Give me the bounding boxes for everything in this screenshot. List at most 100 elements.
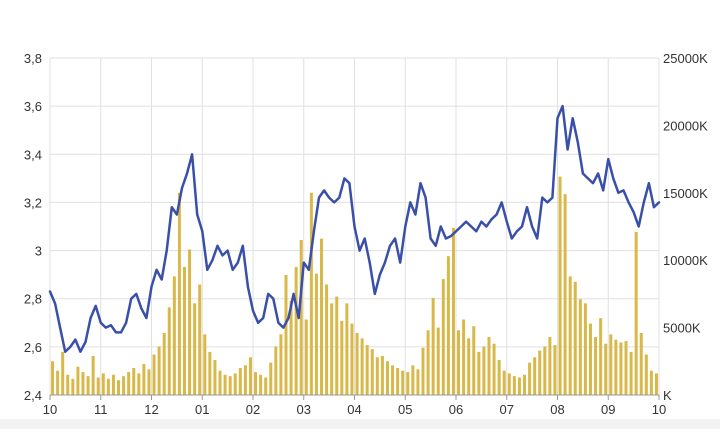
volume-bar	[568, 276, 572, 395]
volume-bar	[360, 338, 364, 395]
volume-bar	[391, 365, 395, 395]
volume-bar	[259, 374, 263, 395]
left-tick-label: 3,8	[24, 51, 42, 66]
right-tick-label: 25000K	[663, 51, 708, 66]
volume-bar	[457, 330, 461, 395]
right-tick-label: K	[663, 388, 672, 403]
volume-bar	[487, 337, 491, 395]
volume-bar	[426, 330, 430, 395]
volume-bar	[599, 318, 603, 395]
volume-bar	[152, 354, 156, 395]
x-tick-label: 07	[500, 402, 514, 417]
x-tick-label: 12	[144, 402, 158, 417]
volume-bar	[365, 345, 369, 395]
left-tick-label: 3,6	[24, 99, 42, 114]
volume-bar	[482, 346, 486, 395]
x-tick-label: 09	[601, 402, 615, 417]
volume-bar	[86, 376, 90, 395]
volume-bar	[208, 351, 212, 395]
volume-bar	[421, 347, 425, 395]
volume-bar	[254, 372, 258, 395]
volume-bar	[91, 355, 95, 395]
volume-bar	[203, 334, 207, 395]
volume-bar	[61, 351, 65, 395]
volume-bar	[533, 357, 537, 395]
volume-bar	[309, 192, 313, 395]
volume-bar	[137, 373, 141, 395]
volume-bar	[284, 275, 288, 395]
volume-bar	[609, 334, 613, 395]
left-tick-label: 2,6	[24, 340, 42, 355]
x-tick-label: 04	[347, 402, 361, 417]
volume-bar	[177, 192, 181, 395]
volume-bar	[355, 332, 359, 395]
volume-bar	[654, 373, 658, 395]
volume-bar	[248, 357, 252, 395]
x-tick-label: 03	[297, 402, 311, 417]
volume-bar	[106, 378, 110, 395]
volume-bar	[467, 338, 471, 395]
volume-bar	[472, 326, 476, 395]
volume-bar	[264, 377, 268, 395]
volume-bar	[380, 355, 384, 395]
volume-bar	[644, 354, 648, 395]
x-tick-label: 01	[195, 402, 209, 417]
volume-bar	[573, 281, 577, 395]
volume-bar	[142, 363, 146, 395]
volume-bar	[314, 273, 318, 395]
volume-bar	[213, 359, 217, 395]
volume-bar	[578, 299, 582, 395]
left-tick-label: 3	[35, 244, 42, 259]
volume-bar	[330, 303, 334, 395]
volume-bar	[441, 279, 445, 395]
x-tick-label: 02	[246, 402, 260, 417]
volume-bar	[320, 238, 324, 395]
bottom-scroll-strip	[0, 419, 720, 429]
volume-bar	[517, 377, 521, 395]
volume-bar	[304, 319, 308, 395]
volume-bar	[76, 366, 80, 395]
volume-bar	[431, 297, 435, 395]
volume-bar	[604, 343, 608, 395]
volume-bar	[588, 323, 592, 395]
volume-bar	[563, 194, 567, 395]
volume-bar	[188, 249, 192, 395]
volume-bar	[325, 284, 329, 395]
volume-bar	[406, 372, 410, 395]
volume-bar	[289, 300, 293, 395]
volume-bar	[502, 370, 506, 395]
volume-bar	[614, 339, 618, 395]
volume-bar	[370, 349, 374, 395]
volume-bar	[538, 350, 542, 395]
volume-bar	[416, 369, 420, 395]
volume-bar	[649, 370, 653, 395]
volume-bars	[51, 176, 658, 395]
volume-bar	[451, 227, 455, 395]
volume-bar	[81, 372, 85, 395]
volume-bar	[132, 368, 136, 395]
left-tick-label: 3,4	[24, 147, 42, 162]
volume-bar	[51, 361, 55, 395]
x-tick-label: 10	[652, 402, 666, 417]
right-tick-label: 20000K	[663, 118, 708, 133]
volume-bar	[497, 359, 501, 395]
volume-bar	[66, 374, 70, 395]
left-tick-label: 2,8	[24, 292, 42, 307]
volume-bar	[335, 296, 339, 395]
volume-bar	[492, 343, 496, 395]
volume-bar	[436, 327, 440, 395]
volume-bar	[553, 345, 557, 395]
x-tick-label: 10	[43, 402, 57, 417]
volume-bar	[182, 266, 186, 395]
volume-bar	[583, 303, 587, 395]
volume-bar	[101, 373, 105, 395]
volume-bar	[543, 346, 547, 395]
price-series-line	[48, 104, 661, 353]
volume-bar	[162, 332, 166, 395]
volume-bar	[238, 368, 242, 395]
volume-bar	[223, 374, 227, 395]
volume-bar	[122, 376, 126, 395]
volume-bar	[528, 362, 532, 395]
right-tick-label: 10000K	[663, 253, 708, 268]
volume-bar	[294, 266, 298, 395]
